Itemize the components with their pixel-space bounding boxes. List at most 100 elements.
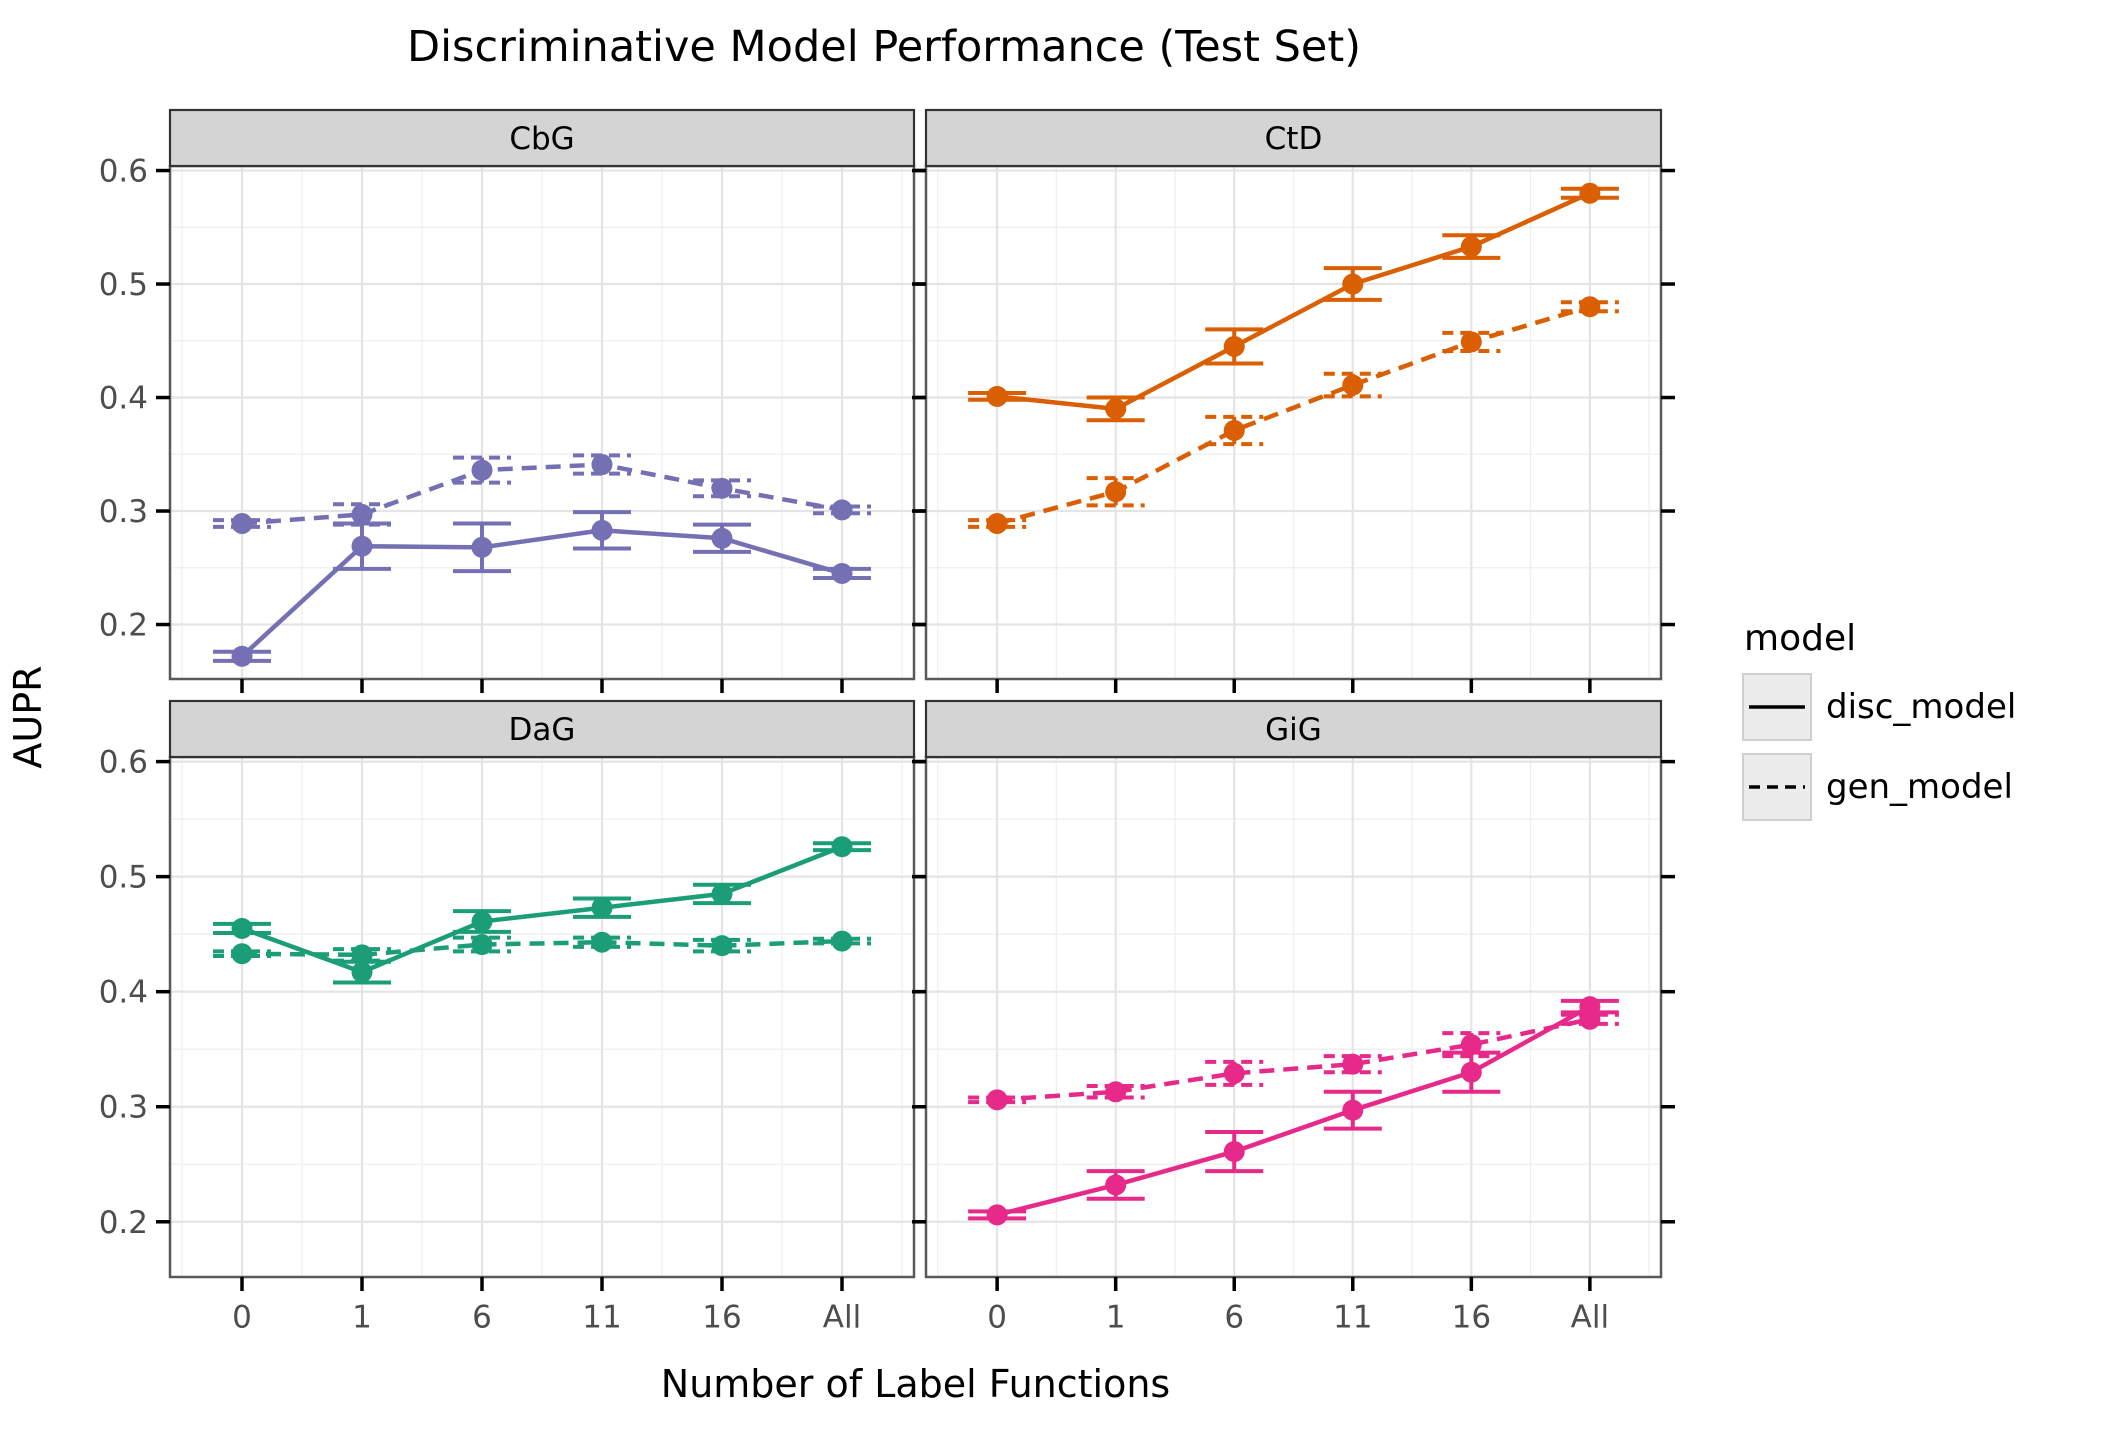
series-line-disc_model [241, 844, 843, 975]
data-point-DaG-gen_model-All [831, 930, 853, 952]
series-disc_model-DaG [213, 836, 871, 985]
x-tick-label: 6 [472, 1299, 492, 1335]
data-point-CtD-gen_model-6 [1223, 419, 1245, 441]
legend-key-dashed-line-icon [1742, 753, 1812, 821]
series-disc_model-CbG [213, 510, 871, 667]
data-point-CbG-disc_model-0 [231, 645, 253, 667]
y-tick-label: 0.4 [99, 975, 148, 1011]
y-tick-label: 0.3 [99, 1090, 148, 1126]
data-point-DaG-disc_model-All [831, 836, 853, 858]
series-line-gen_model [996, 1017, 1591, 1103]
y-tick-label: 0.6 [99, 154, 148, 190]
x-tick-label: All [823, 1299, 861, 1335]
facet-strip-label-CbG: CbG [509, 121, 574, 157]
data-point-GiG-disc_model-16 [1460, 1061, 1482, 1083]
data-point-GiG-gen_model-0 [986, 1089, 1008, 1111]
data-point-GiG-disc_model-0 [986, 1204, 1008, 1226]
data-point-GiG-disc_model-1 [1105, 1174, 1127, 1196]
data-point-CtD-gen_model-11 [1342, 374, 1364, 396]
facet-strip-label-DaG: DaG [509, 712, 576, 748]
data-point-GiG-disc_model-11 [1342, 1099, 1364, 1121]
data-point-CtD-gen_model-All [1579, 296, 1601, 318]
x-tick-label: 11 [582, 1299, 621, 1335]
facet-strip-label-CtD: CtD [1265, 121, 1323, 157]
data-point-GiG-gen_model-6 [1223, 1062, 1245, 1084]
series-line-gen_model [241, 462, 843, 526]
data-point-DaG-gen_model-11 [591, 931, 613, 953]
x-axis-title: Number of Label Functions [660, 1362, 1171, 1406]
data-point-DaG-disc_model-1 [351, 961, 373, 983]
data-point-DaG-gen_model-16 [711, 935, 733, 957]
data-point-CtD-gen_model-16 [1460, 331, 1482, 353]
data-point-CbG-gen_model-11 [591, 453, 613, 475]
facet-strip-DaG [168, 699, 916, 759]
series-gen_model-CtD [968, 296, 1619, 535]
legend-label: disc_model [1826, 687, 2017, 727]
data-point-CtD-disc_model-11 [1342, 273, 1364, 295]
data-point-DaG-disc_model-11 [591, 897, 613, 919]
data-point-DaG-gen_model-6 [471, 934, 493, 956]
data-point-CtD-disc_model-16 [1460, 236, 1482, 258]
y-tick-label: 0.6 [99, 745, 148, 781]
facet-strip-CtD [924, 108, 1663, 168]
data-point-CbG-disc_model-16 [711, 527, 733, 549]
facet-CbG: CbG 0.6 0.5 0.4 0.3 0.2 [99, 108, 928, 693]
data-point-CbG-gen_model-16 [711, 477, 733, 499]
legend-label: gen_model [1826, 767, 2013, 807]
series-line-gen_model [241, 938, 843, 958]
x-tick-label: 6 [1224, 1299, 1244, 1335]
x-tick-label: 0 [987, 1299, 1007, 1335]
series-disc_model-GiG [968, 996, 1619, 1226]
series-line-disc_model [240, 528, 843, 658]
data-point-CbG-gen_model-All [831, 499, 853, 521]
x-tick-label: 1 [352, 1299, 372, 1335]
series-gen_model-CbG [213, 453, 871, 535]
y-axis-title: AUPR [6, 665, 50, 769]
data-point-GiG-disc_model-6 [1223, 1141, 1245, 1163]
data-point-CbG-disc_model-1 [351, 535, 373, 557]
x-tick-label: 16 [1452, 1299, 1491, 1335]
legend-entry-gen-model: gen_model [1742, 753, 2082, 821]
data-point-CbG-gen_model-0 [231, 513, 253, 535]
data-point-CtD-gen_model-1 [1105, 481, 1127, 503]
facet-strip-CbG [168, 108, 916, 168]
x-tick-label: 11 [1333, 1299, 1372, 1335]
chart-title: Discriminative Model Performance (Test S… [407, 22, 1361, 72]
legend-title: model [1744, 618, 1857, 659]
data-point-CtD-disc_model-0 [986, 385, 1008, 407]
data-point-DaG-disc_model-0 [231, 917, 253, 939]
x-tick-label: 1 [1106, 1299, 1126, 1335]
data-point-GiG-disc_model-All [1579, 996, 1601, 1018]
y-tick-label: 0.2 [99, 608, 148, 644]
data-point-GiG-gen_model-1 [1105, 1081, 1127, 1103]
series-line-disc_model [996, 191, 1591, 412]
series-disc_model-CtD [968, 182, 1619, 423]
series-gen_model-GiG [968, 1008, 1619, 1111]
facet-strip-GiG [924, 699, 1663, 759]
x-tick-label: All [1571, 1299, 1609, 1335]
data-point-CtD-disc_model-All [1579, 182, 1601, 204]
y-tick-label: 0.5 [99, 267, 148, 303]
data-point-CbG-gen_model-6 [471, 459, 493, 481]
data-point-DaG-disc_model-16 [711, 883, 733, 905]
y-tick-label: 0.4 [99, 381, 148, 417]
legend-entry-disc-model: disc_model [1742, 673, 2082, 741]
data-point-CbG-disc_model-6 [471, 536, 493, 558]
data-point-DaG-disc_model-6 [471, 911, 493, 933]
facet-CtD: CtD [912, 108, 1675, 693]
series-gen_model-DaG [213, 930, 871, 966]
series-line-gen_model [996, 304, 1591, 526]
legend: model disc_model gen_model [1742, 618, 2082, 833]
data-point-CbG-gen_model-1 [351, 503, 373, 525]
data-point-CbG-disc_model-All [831, 562, 853, 584]
data-point-GiG-gen_model-11 [1342, 1053, 1364, 1075]
data-point-DaG-gen_model-0 [231, 943, 253, 965]
y-tick-label: 0.5 [99, 860, 148, 896]
data-point-GiG-gen_model-16 [1460, 1034, 1482, 1056]
data-point-CtD-disc_model-1 [1105, 398, 1127, 420]
x-tick-label: 16 [702, 1299, 741, 1335]
x-tick-label: 0 [232, 1299, 252, 1335]
facet-strip-label-GiG: GiG [1265, 712, 1322, 748]
